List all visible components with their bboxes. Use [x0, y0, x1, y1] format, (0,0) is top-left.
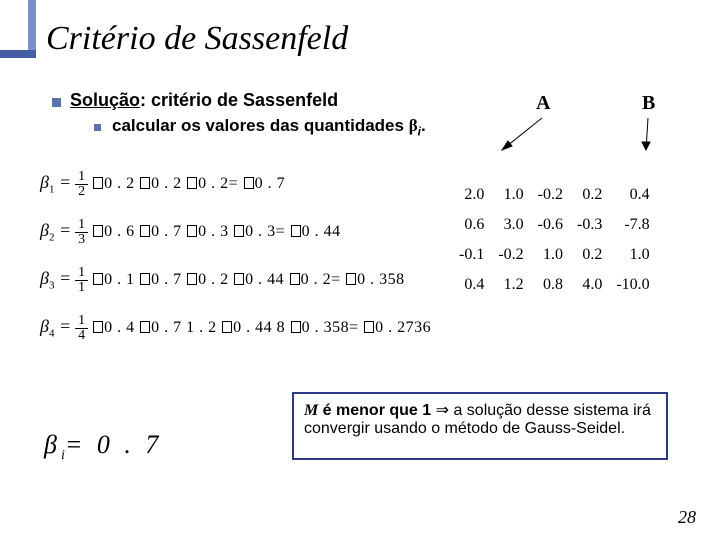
matrix-cell: 1.0: [531, 240, 570, 270]
eq-rhs: 0 . 1 0 . 7 0 . 2 0 . 44 0 . 2= 0 . 358: [92, 271, 405, 289]
arrow-to-b: [636, 116, 660, 156]
matrix-cell: 4.0: [570, 270, 609, 300]
equation-row: β1 =120 . 2 0 . 2 0 . 2= 0 . 7: [40, 160, 431, 208]
matrix-row: 0.41.20.84.0-10.0: [452, 270, 657, 300]
main-underline: Solução: [70, 90, 140, 110]
page-number: 28: [678, 507, 696, 528]
matrix-label-b: B: [642, 92, 655, 115]
augmented-matrix: 2.01.0-0.20.20.40.63.0-0.6-0.3-7.8-0.1-0…: [452, 180, 657, 300]
matrix-cell: -0.2: [531, 180, 570, 210]
matrix-cell: 1.2: [491, 270, 530, 300]
arrow-to-a: [496, 116, 546, 156]
matrix-row: -0.1-0.21.00.21.0: [452, 240, 657, 270]
matrix-cell: -0.1: [452, 240, 491, 270]
conclusion-text-1: é menor que 1: [318, 402, 435, 419]
sub-dot: .: [421, 116, 426, 135]
m-variable: M: [304, 402, 318, 419]
sub-bullet-icon: [94, 124, 101, 131]
equation-row: β4 =140 . 4 0 . 7 1 . 2 0 . 44 8 0 . 358…: [40, 304, 431, 352]
beta-max-result: βi= 0 . 7: [44, 430, 162, 464]
matrix-cell: 3.0: [491, 210, 530, 240]
beta-lhs: β1 =: [40, 172, 71, 196]
beta-lhs: β4 =: [40, 316, 71, 340]
implies-symbol: ⇒: [436, 402, 449, 419]
matrix-cell: 0.4: [452, 270, 491, 300]
matrix-cell: 0.8: [531, 270, 570, 300]
matrix-cell: 0.4: [609, 180, 656, 210]
fraction: 11: [75, 266, 88, 295]
beta-lhs: β3 =: [40, 268, 71, 292]
beta-lhs: β2 =: [40, 220, 71, 244]
matrix-row: 2.01.0-0.20.20.4: [452, 180, 657, 210]
beta-final-equals: = 0 . 7: [65, 430, 163, 459]
matrix-cell: 1.0: [491, 180, 530, 210]
fraction: 14: [75, 314, 88, 343]
beta-final-symbol: β: [44, 430, 61, 459]
equation-row: β2 =130 . 6 0 . 7 0 . 3 0 . 3= 0 . 44: [40, 208, 431, 256]
matrix-row: 0.63.0-0.6-0.3-7.8: [452, 210, 657, 240]
fraction: 13: [75, 218, 88, 247]
main-rest: : critério de Sassenfeld: [140, 90, 338, 110]
matrix-cell: -10.0: [609, 270, 656, 300]
sub-text-main: calcular os valores das quantidades: [112, 116, 409, 135]
matrix-table: 2.01.0-0.20.20.40.63.0-0.6-0.3-7.8-0.1-0…: [452, 180, 657, 300]
matrix-cell: 0.6: [452, 210, 491, 240]
beta-symbol: β: [409, 116, 418, 135]
title-horizontal-accent: [0, 50, 36, 58]
equation-row: β3 =110 . 1 0 . 7 0 . 2 0 . 44 0 . 2= 0 …: [40, 256, 431, 304]
main-bullet-text: Solução: critério de Sassenfeld: [70, 90, 338, 111]
fraction: 12: [75, 170, 88, 199]
matrix-cell: 0.2: [570, 240, 609, 270]
eq-rhs: 0 . 6 0 . 7 0 . 3 0 . 3= 0 . 44: [92, 223, 341, 241]
conclusion-box: M é menor que 1 ⇒ a solução desse sistem…: [292, 392, 668, 460]
sub-bullet-text: calcular os valores das quantidades βi.: [112, 116, 426, 138]
slide-title: Critério de Sassenfeld: [46, 20, 348, 58]
matrix-cell: 1.0: [609, 240, 656, 270]
matrix-cell: 0.2: [570, 180, 609, 210]
matrix-label-a: A: [536, 92, 550, 115]
eq-rhs: 0 . 4 0 . 7 1 . 2 0 . 44 8 0 . 358= 0 . …: [92, 319, 431, 337]
matrix-cell: -7.8: [609, 210, 656, 240]
matrix-cell: -0.6: [531, 210, 570, 240]
matrix-cell: -0.2: [491, 240, 530, 270]
beta-equations: β1 =120 . 2 0 . 2 0 . 2= 0 . 7β2 =130 . …: [40, 160, 431, 352]
matrix-cell: -0.3: [570, 210, 609, 240]
eq-rhs: 0 . 2 0 . 2 0 . 2= 0 . 7: [92, 175, 285, 193]
matrix-cell: 2.0: [452, 180, 491, 210]
bullet-icon: [52, 98, 61, 107]
